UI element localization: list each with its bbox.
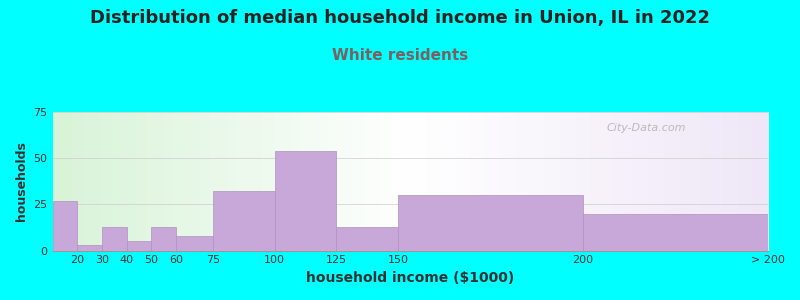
Bar (176, 236, 213, 250)
Bar (78, 245, 102, 250)
Bar (398, 195, 583, 250)
Bar (53, 201, 78, 250)
Bar (126, 241, 151, 250)
Bar (213, 191, 274, 250)
Bar (151, 226, 176, 250)
X-axis label: household income ($1000): household income ($1000) (306, 271, 514, 285)
Bar (102, 226, 126, 250)
Text: City-Data.com: City-Data.com (606, 123, 686, 133)
Text: Distribution of median household income in Union, IL in 2022: Distribution of median household income … (90, 9, 710, 27)
Bar (583, 214, 768, 250)
Text: White residents: White residents (332, 48, 468, 63)
Bar (274, 151, 336, 250)
Bar (336, 226, 398, 250)
Y-axis label: households: households (15, 141, 28, 221)
